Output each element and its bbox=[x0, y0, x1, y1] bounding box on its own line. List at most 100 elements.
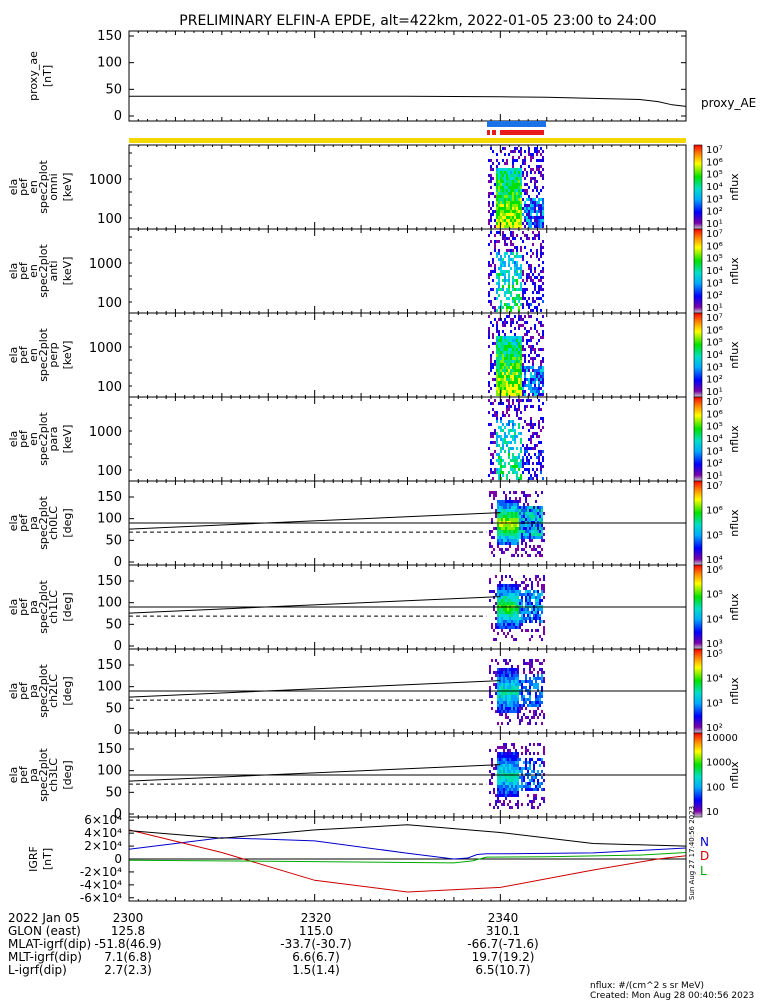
spec-cell bbox=[516, 261, 518, 264]
spec-cell bbox=[510, 249, 512, 252]
spec-cell bbox=[516, 435, 518, 438]
pa-cell bbox=[521, 803, 523, 806]
pa-cell bbox=[527, 599, 529, 602]
spec-cell bbox=[514, 441, 516, 444]
pa-cell bbox=[507, 524, 509, 527]
pa-cell bbox=[525, 662, 527, 665]
pa-cell bbox=[523, 776, 525, 779]
spec-cell bbox=[514, 390, 516, 393]
spec-cell bbox=[488, 276, 490, 279]
pa-cell bbox=[517, 764, 519, 767]
spec-cell bbox=[498, 195, 500, 198]
pa-cell bbox=[499, 761, 501, 764]
pa-cell bbox=[507, 527, 509, 530]
pa-cell bbox=[511, 533, 513, 536]
spec-cell bbox=[542, 375, 544, 378]
pa-cell bbox=[543, 659, 545, 662]
spec-cell bbox=[514, 279, 516, 282]
pa-cell bbox=[515, 539, 517, 542]
spec-cell bbox=[516, 297, 518, 300]
spec-cell bbox=[490, 252, 492, 255]
spec-cell bbox=[492, 378, 494, 381]
pa-cell bbox=[501, 593, 503, 596]
pa-cell bbox=[523, 686, 525, 689]
spec-cell bbox=[540, 276, 542, 279]
spec-cell bbox=[520, 393, 522, 396]
pa-cell bbox=[511, 755, 513, 758]
pa-cell bbox=[519, 722, 521, 725]
panel-7-ylabel-2: pa bbox=[27, 684, 40, 698]
spec-cell bbox=[512, 351, 514, 354]
panel-2-cbtick-3: 10⁴ bbox=[706, 266, 723, 277]
pa-cell bbox=[525, 707, 527, 710]
pa-cell bbox=[515, 698, 517, 701]
spec-cell bbox=[528, 339, 530, 342]
pa-cell bbox=[529, 536, 531, 539]
spec-cell bbox=[510, 435, 512, 438]
pa-cell bbox=[503, 800, 505, 803]
panel-3-cbtick-4: 10⁵ bbox=[706, 338, 723, 349]
spec-cell bbox=[516, 264, 518, 267]
pa-cell bbox=[515, 776, 517, 779]
pa-cell bbox=[499, 518, 501, 521]
spec-cell bbox=[542, 378, 544, 381]
spec-cell bbox=[504, 348, 506, 351]
spec-cell bbox=[532, 204, 534, 207]
pa-cell bbox=[515, 548, 517, 551]
pa-cell bbox=[535, 602, 537, 605]
spec-cell bbox=[506, 210, 508, 213]
spec-cell bbox=[520, 477, 522, 480]
pa-cell bbox=[497, 704, 499, 707]
spec-cell bbox=[520, 342, 522, 345]
pa-cell bbox=[533, 677, 535, 680]
spec-cell bbox=[520, 474, 522, 477]
pa-cell bbox=[541, 530, 543, 533]
spec-cell bbox=[510, 177, 512, 180]
spec-cell bbox=[510, 318, 512, 321]
pa-cell bbox=[535, 698, 537, 701]
pa-cell bbox=[515, 584, 517, 587]
spec-cell bbox=[512, 465, 514, 468]
pa-cell bbox=[519, 593, 521, 596]
ephemeris-value-0-1: 2320 bbox=[301, 911, 332, 925]
spec-cell bbox=[522, 255, 524, 258]
pa-cell bbox=[523, 761, 525, 764]
pa-cell bbox=[491, 551, 493, 554]
pa-cell bbox=[517, 776, 519, 779]
pa-cell bbox=[517, 779, 519, 782]
pa-cell bbox=[501, 686, 503, 689]
panel-3-ylabel-1: pef bbox=[17, 345, 30, 364]
pa-cell bbox=[507, 671, 509, 674]
spec-cell bbox=[492, 279, 494, 282]
pa-cell bbox=[529, 524, 531, 527]
pa-cell bbox=[495, 683, 497, 686]
pa-cell bbox=[515, 755, 517, 758]
pa-cell bbox=[513, 614, 515, 617]
pa-cell bbox=[533, 782, 535, 785]
spec-cell bbox=[524, 384, 526, 387]
spec-cell bbox=[512, 354, 514, 357]
pa-cell bbox=[533, 614, 535, 617]
spec-cell bbox=[526, 237, 528, 240]
spec-cell bbox=[498, 402, 500, 405]
pa-cell bbox=[533, 506, 535, 509]
pa-cell bbox=[537, 608, 539, 611]
spec-cell bbox=[526, 399, 528, 402]
spec-cell bbox=[498, 198, 500, 201]
spec-cell bbox=[512, 348, 514, 351]
pa-cell bbox=[541, 527, 543, 530]
pa-cell bbox=[531, 527, 533, 530]
spec-cell bbox=[494, 441, 496, 444]
pa-cell bbox=[531, 680, 533, 683]
pa-cell bbox=[543, 590, 545, 593]
pa-cell bbox=[511, 536, 513, 539]
pa-cell bbox=[537, 536, 539, 539]
spec-cell bbox=[512, 243, 514, 246]
spec-cell bbox=[532, 201, 534, 204]
spec-cell bbox=[520, 303, 522, 306]
panel-5-colorbar bbox=[693, 480, 703, 566]
pa-cell bbox=[499, 593, 501, 596]
spec-cell bbox=[496, 324, 498, 327]
spec-cell bbox=[504, 414, 506, 417]
spec-cell bbox=[502, 222, 504, 225]
